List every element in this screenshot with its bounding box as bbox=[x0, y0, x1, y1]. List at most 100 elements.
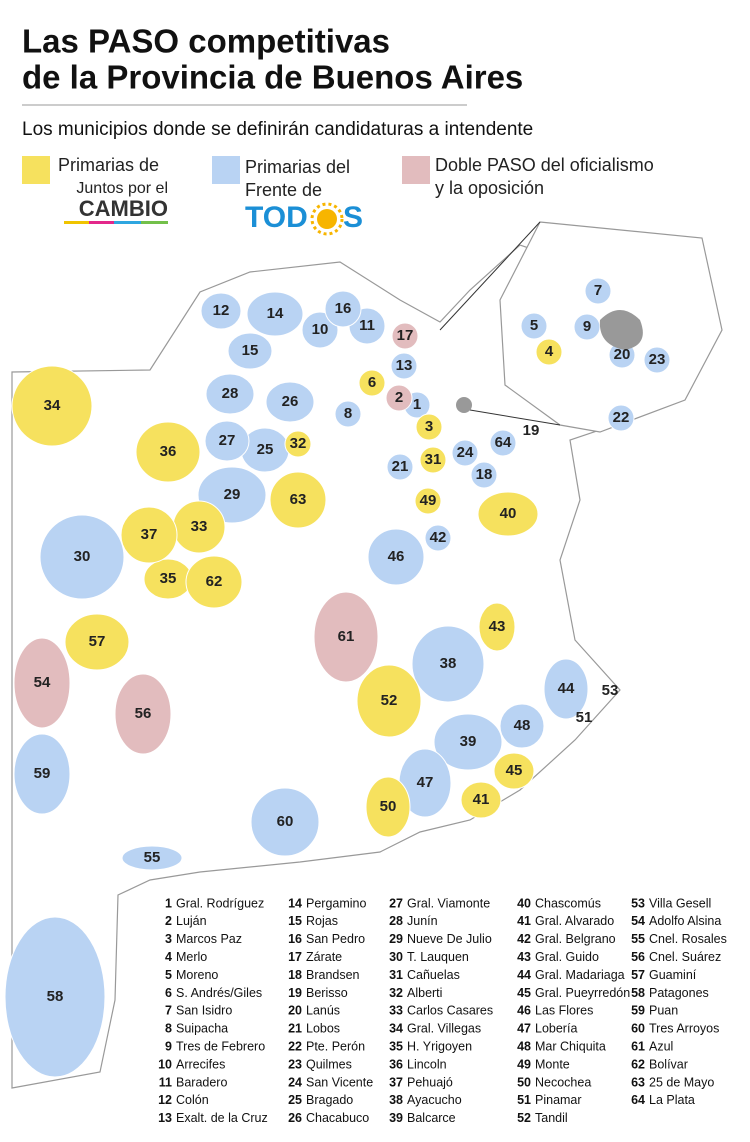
list-name: Azul bbox=[649, 1039, 673, 1053]
municipality-area bbox=[265, 381, 315, 423]
list-number: 16 bbox=[288, 932, 302, 946]
map-label: 39 bbox=[460, 733, 477, 750]
list-name: San Vicente bbox=[306, 1075, 373, 1089]
map-label: 7 bbox=[594, 282, 602, 299]
list-number: 29 bbox=[389, 932, 403, 946]
list-number: 6 bbox=[165, 986, 172, 1000]
map-label: 51 bbox=[576, 709, 593, 726]
list-number: 40 bbox=[517, 896, 531, 910]
inset-pointer bbox=[439, 221, 541, 331]
legend-swatch bbox=[402, 156, 430, 184]
inset-pointer bbox=[469, 409, 561, 426]
municipality-area bbox=[120, 506, 178, 564]
list-name: Las Flores bbox=[535, 1004, 593, 1018]
map-label: 45 bbox=[506, 762, 523, 779]
list-number: 23 bbox=[288, 1057, 302, 1071]
list-number: 61 bbox=[631, 1039, 645, 1053]
list-number: 41 bbox=[517, 914, 531, 928]
list-number: 62 bbox=[631, 1057, 645, 1071]
map-label: 15 bbox=[242, 342, 259, 359]
list-number: 14 bbox=[288, 896, 302, 910]
list-name: Merlo bbox=[176, 950, 207, 964]
list-number: 57 bbox=[631, 968, 645, 982]
list-number: 52 bbox=[517, 1111, 531, 1125]
municipality-area bbox=[573, 313, 601, 341]
municipality-area bbox=[543, 658, 589, 720]
municipality-area bbox=[643, 346, 671, 374]
municipality-area bbox=[39, 514, 125, 600]
list-name: Necochea bbox=[535, 1075, 591, 1089]
list-number: 2 bbox=[165, 914, 172, 928]
list-number: 22 bbox=[288, 1039, 302, 1053]
list-number: 15 bbox=[288, 914, 302, 928]
list-name: Tres de Febrero bbox=[176, 1039, 265, 1053]
map-label: 40 bbox=[500, 505, 517, 522]
list-name: T. Lauquen bbox=[407, 950, 469, 964]
list-name: Bragado bbox=[306, 1093, 353, 1107]
map-label: 10 bbox=[312, 321, 329, 338]
municipality-area bbox=[607, 404, 635, 432]
list-name: H. Yrigoyen bbox=[407, 1039, 472, 1053]
municipality-area bbox=[499, 703, 545, 749]
map-label: 2 bbox=[395, 389, 403, 406]
map-label: 30 bbox=[74, 548, 91, 565]
list-name: Ayacucho bbox=[407, 1093, 462, 1107]
municipality-area bbox=[13, 733, 71, 815]
title-line: Las PASO competitivas bbox=[22, 23, 390, 60]
list-name: Gral. Pueyrredón bbox=[535, 986, 630, 1000]
municipality-area bbox=[414, 487, 442, 515]
list-number: 9 bbox=[165, 1039, 172, 1053]
list-name: Pehuajó bbox=[407, 1075, 453, 1089]
list-number: 19 bbox=[288, 986, 302, 1000]
list-name: Chacabuco bbox=[306, 1111, 369, 1125]
list-number: 38 bbox=[389, 1093, 403, 1107]
map-label: 22 bbox=[613, 409, 630, 426]
list-number: 55 bbox=[631, 932, 645, 946]
list-name: Pergamino bbox=[306, 896, 366, 910]
list-name: La Plata bbox=[649, 1093, 695, 1107]
logo-sun-rays bbox=[310, 202, 344, 236]
legend-swatch bbox=[22, 156, 50, 184]
map-label: 33 bbox=[191, 518, 208, 535]
list-number: 49 bbox=[517, 1057, 531, 1071]
list-name: San Pedro bbox=[306, 932, 365, 946]
list-name: Colón bbox=[176, 1093, 209, 1107]
list-number: 51 bbox=[517, 1093, 531, 1107]
list-number: 50 bbox=[517, 1075, 531, 1089]
map-label: 35 bbox=[160, 570, 177, 587]
municipality-area bbox=[204, 420, 250, 462]
list-name: Chascomús bbox=[535, 896, 601, 910]
municipality-area bbox=[356, 664, 422, 738]
list-number: 63 bbox=[631, 1075, 645, 1089]
logo-sun bbox=[317, 209, 337, 229]
list-name: Zárate bbox=[306, 950, 342, 964]
list-name: Gral. Guido bbox=[535, 950, 599, 964]
list-number: 11 bbox=[159, 1075, 172, 1089]
map-label: 14 bbox=[267, 305, 284, 322]
map-label: 4 bbox=[545, 343, 554, 360]
list-name: Lobos bbox=[306, 1022, 340, 1036]
list-number: 44 bbox=[517, 968, 531, 982]
list-name: Tandil bbox=[535, 1111, 568, 1125]
map-label: 17 bbox=[397, 327, 414, 344]
list-number: 56 bbox=[631, 950, 645, 964]
municipality-area bbox=[200, 292, 242, 330]
list-number: 3 bbox=[165, 932, 172, 946]
logo-stripe bbox=[89, 221, 114, 224]
list-name: Lincoln bbox=[407, 1057, 447, 1071]
list-number: 47 bbox=[517, 1022, 531, 1036]
municipality-area bbox=[185, 555, 243, 609]
map-label: 61 bbox=[338, 628, 355, 645]
municipality-area bbox=[358, 369, 386, 397]
legend-label: y la oposición bbox=[435, 178, 544, 198]
list-number: 48 bbox=[517, 1039, 531, 1053]
list-number: 1 bbox=[165, 896, 172, 910]
list-name: Marcos Paz bbox=[176, 932, 242, 946]
map-label: 24 bbox=[457, 444, 474, 461]
map-label: 16 bbox=[335, 300, 352, 317]
municipality-area bbox=[11, 365, 93, 447]
municipality-area bbox=[489, 429, 517, 457]
list-number: 53 bbox=[631, 896, 645, 910]
list-name: Mar Chiquita bbox=[535, 1039, 606, 1053]
